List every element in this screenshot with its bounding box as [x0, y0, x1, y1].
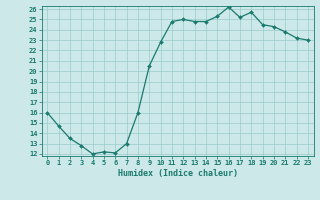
X-axis label: Humidex (Indice chaleur): Humidex (Indice chaleur): [118, 169, 237, 178]
